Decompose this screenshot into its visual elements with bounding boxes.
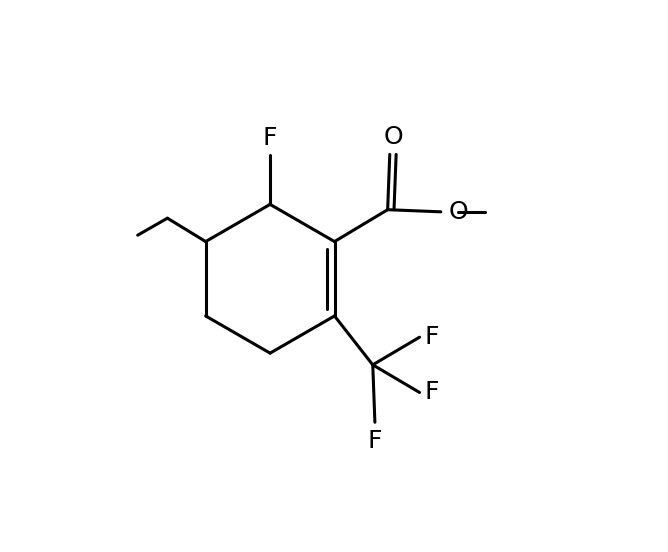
Text: F: F bbox=[263, 126, 277, 150]
Text: O: O bbox=[448, 200, 468, 224]
Text: O: O bbox=[383, 125, 403, 149]
Text: F: F bbox=[425, 380, 439, 405]
Text: F: F bbox=[425, 325, 439, 349]
Text: F: F bbox=[367, 428, 382, 453]
